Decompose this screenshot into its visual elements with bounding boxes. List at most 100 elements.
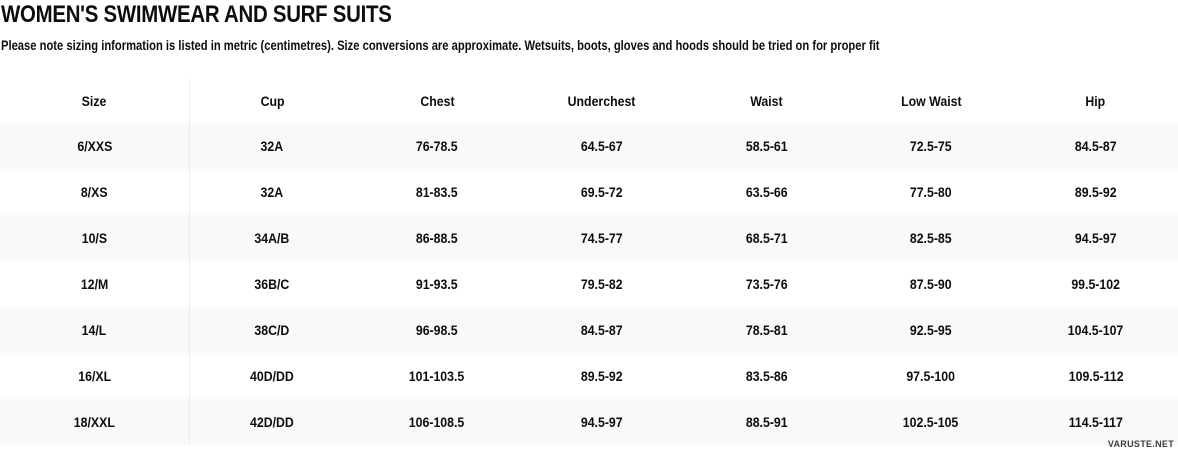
cell-low-waist: 92.5-95 [849, 307, 1014, 353]
cell-chest: 76-78.5 [355, 123, 520, 169]
cell-cup: 32A [190, 123, 355, 169]
page-title: WOMEN'S SWIMWEAR AND SURF SUITS [1, 1, 392, 28]
cell-value: 14/L [82, 322, 107, 338]
site-watermark: VARUSTE.NET [1107, 439, 1174, 449]
column-header-label: Waist [750, 92, 783, 109]
cell-value: 92.5-95 [910, 322, 952, 338]
cell-value: 63.5-66 [745, 184, 788, 200]
cell-hip: 109.5-112 [1013, 353, 1178, 399]
cell-underchest: 84.5-87 [519, 307, 684, 353]
cell-cup: 32A [190, 169, 355, 215]
column-header-cup: Cup [190, 78, 355, 123]
cell-low-waist: 102.5-105 [849, 399, 1014, 445]
cell-underchest: 94.5-97 [519, 399, 684, 445]
cell-value: 83.5-86 [745, 368, 788, 384]
cell-waist: 78.5-81 [684, 307, 849, 353]
cell-size: 6/XXS [0, 123, 190, 169]
cell-value: 94.5-97 [580, 414, 623, 430]
cell-waist: 83.5-86 [684, 353, 849, 399]
cell-value: 68.5-71 [745, 230, 788, 246]
cell-chest: 96-98.5 [355, 307, 520, 353]
cell-size: 18/XXL [0, 399, 190, 445]
cell-size: 10/S [0, 215, 190, 261]
cell-value: 36B/C [254, 276, 290, 292]
cell-chest: 81-83.5 [355, 169, 520, 215]
cell-value: 32A [261, 138, 284, 154]
column-header-low-waist: Low Waist [849, 78, 1014, 123]
cell-underchest: 69.5-72 [519, 169, 684, 215]
cell-hip: 94.5-97 [1013, 215, 1178, 261]
cell-value: 88.5-91 [745, 414, 788, 430]
table-row: 12/M 36B/C 91-93.5 79.5-82 73.5-76 87.5-… [0, 261, 1178, 307]
cell-low-waist: 97.5-100 [849, 353, 1014, 399]
table-row: 16/XL 40D/DD 101-103.5 89.5-92 83.5-86 9… [0, 353, 1178, 399]
cell-hip: 99.5-102 [1013, 261, 1178, 307]
column-header-label: Cup [260, 92, 285, 109]
cell-value: 34A/B [254, 230, 290, 246]
cell-underchest: 89.5-92 [519, 353, 684, 399]
cell-hip: 104.5-107 [1013, 307, 1178, 353]
cell-value: 76-78.5 [416, 138, 458, 154]
cell-value: 58.5-61 [745, 138, 788, 154]
column-header-chest: Chest [355, 78, 520, 123]
cell-value: 64.5-67 [580, 138, 623, 154]
cell-underchest: 79.5-82 [519, 261, 684, 307]
cell-value: 40D/DD [250, 368, 295, 384]
cell-value: 74.5-77 [580, 230, 623, 246]
cell-cup: 34A/B [190, 215, 355, 261]
size-chart-table: Size Cup Chest Underchest Waist Low Wais… [0, 78, 1178, 445]
cell-value: 96-98.5 [416, 322, 458, 338]
cell-value: 79.5-82 [580, 276, 623, 292]
cell-size: 16/XL [0, 353, 190, 399]
cell-value: 78.5-81 [745, 322, 788, 338]
column-header-label: Size [82, 92, 107, 109]
cell-size: 12/M [0, 261, 190, 307]
cell-value: 106-108.5 [409, 414, 465, 430]
cell-value: 84.5-87 [580, 322, 623, 338]
cell-low-waist: 77.5-80 [849, 169, 1014, 215]
cell-value: 72.5-75 [910, 138, 952, 154]
cell-low-waist: 87.5-90 [849, 261, 1014, 307]
table-header-row: Size Cup Chest Underchest Waist Low Wais… [0, 78, 1178, 123]
cell-cup: 36B/C [190, 261, 355, 307]
cell-value: 109.5-112 [1068, 368, 1124, 384]
cell-value: 102.5-105 [903, 414, 959, 430]
cell-size: 8/XS [0, 169, 190, 215]
cell-waist: 88.5-91 [684, 399, 849, 445]
cell-value: 82.5-85 [910, 230, 952, 246]
cell-waist: 68.5-71 [684, 215, 849, 261]
cell-value: 104.5-107 [1067, 322, 1124, 338]
cell-value: 91-93.5 [416, 276, 458, 292]
cell-value: 18/XXL [73, 414, 116, 430]
column-header-label: Hip [1085, 92, 1106, 109]
cell-value: 42D/DD [250, 414, 295, 430]
cell-underchest: 74.5-77 [519, 215, 684, 261]
cell-value: 16/XL [78, 368, 111, 384]
cell-waist: 73.5-76 [684, 261, 849, 307]
column-header-size: Size [0, 78, 190, 123]
sizing-note: Please note sizing information is listed… [1, 37, 880, 53]
cell-value: 8/XS [81, 184, 108, 200]
table-row: 10/S 34A/B 86-88.5 74.5-77 68.5-71 82.5-… [0, 215, 1178, 261]
cell-hip: 89.5-92 [1013, 169, 1178, 215]
cell-cup: 40D/DD [190, 353, 355, 399]
column-header-hip: Hip [1013, 78, 1178, 123]
column-header-label: Underchest [567, 92, 636, 109]
cell-cup: 38C/D [190, 307, 355, 353]
table-row: 8/XS 32A 81-83.5 69.5-72 63.5-66 77.5-80… [0, 169, 1178, 215]
cell-value: 89.5-92 [580, 368, 623, 384]
cell-chest: 91-93.5 [355, 261, 520, 307]
cell-value: 86-88.5 [416, 230, 458, 246]
cell-value: 89.5-92 [1074, 184, 1117, 200]
cell-value: 73.5-76 [745, 276, 788, 292]
table-row: 6/XXS 32A 76-78.5 64.5-67 58.5-61 72.5-7… [0, 123, 1178, 169]
cell-value: 69.5-72 [580, 184, 623, 200]
column-header-waist: Waist [684, 78, 849, 123]
cell-cup: 42D/DD [190, 399, 355, 445]
cell-value: 99.5-102 [1071, 276, 1120, 292]
cell-value: 32A [261, 184, 284, 200]
column-header-label: Low Waist [900, 92, 962, 109]
cell-hip: 84.5-87 [1013, 123, 1178, 169]
cell-chest: 106-108.5 [355, 399, 520, 445]
